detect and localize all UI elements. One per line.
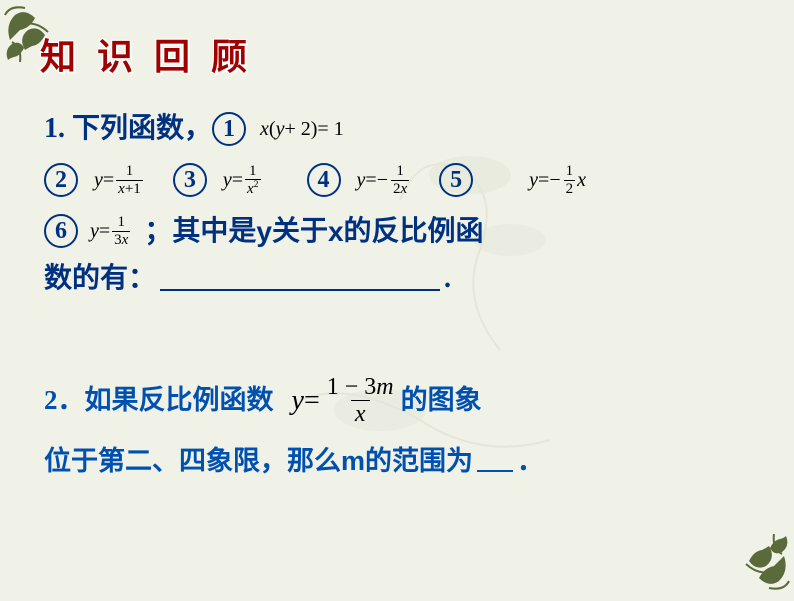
- option-1-marker: 1: [212, 112, 246, 146]
- option-3-marker: 3: [173, 163, 207, 197]
- equation-6: y = 13x: [90, 214, 132, 248]
- q1-prefix: 1. 下列函数，: [44, 105, 212, 153]
- q2-line2a: 位于第二、四象限，那么: [44, 432, 341, 491]
- section-header: 知 识 回 顾: [40, 28, 253, 80]
- equation-5: y = − 12 x: [529, 163, 586, 197]
- q2-period: ．: [517, 432, 544, 491]
- equation-1: x(y + 2) = 1: [260, 112, 344, 146]
- q1-tail-1: ；其中是: [144, 208, 256, 256]
- q2-answer-blank: [477, 450, 513, 472]
- equation-3: y = 1x2: [223, 163, 263, 198]
- option-6-marker: 6: [44, 214, 78, 248]
- q2-m: m: [341, 432, 365, 491]
- q1-tail-mid: 关于: [272, 208, 328, 256]
- option-2-marker: 2: [44, 163, 78, 197]
- q1-tail-y: y: [256, 208, 272, 256]
- question-1: 1. 下列函数， 1 x(y + 2) = 1 2 y = 1x+1 3 y =…: [44, 105, 754, 303]
- q1-answer-blank: [160, 267, 440, 291]
- q2-prefix: 2．如果反比例函数: [44, 371, 274, 430]
- equation-4: y = − 12x: [357, 163, 412, 197]
- option-5-marker: 5: [439, 163, 473, 197]
- question-2: 2．如果反比例函数 y = 1 − 3m x 的图象 位于第二、四象限，那么 m…: [44, 370, 734, 491]
- option-4-marker: 4: [307, 163, 341, 197]
- q2-line2b: 的范围为: [365, 432, 473, 491]
- q1-tail-x: x: [328, 208, 344, 256]
- q2-mid: 的图象: [401, 371, 482, 430]
- q1-period: .: [444, 255, 451, 303]
- q2-equation: y = 1 − 3m x: [292, 370, 401, 432]
- equation-2: y = 1x+1: [94, 163, 145, 197]
- corner-ornament-bottom-right: [714, 516, 794, 596]
- q1-tail-3: 数的有：: [44, 255, 156, 303]
- q1-tail-2: 的反比例函: [344, 208, 484, 256]
